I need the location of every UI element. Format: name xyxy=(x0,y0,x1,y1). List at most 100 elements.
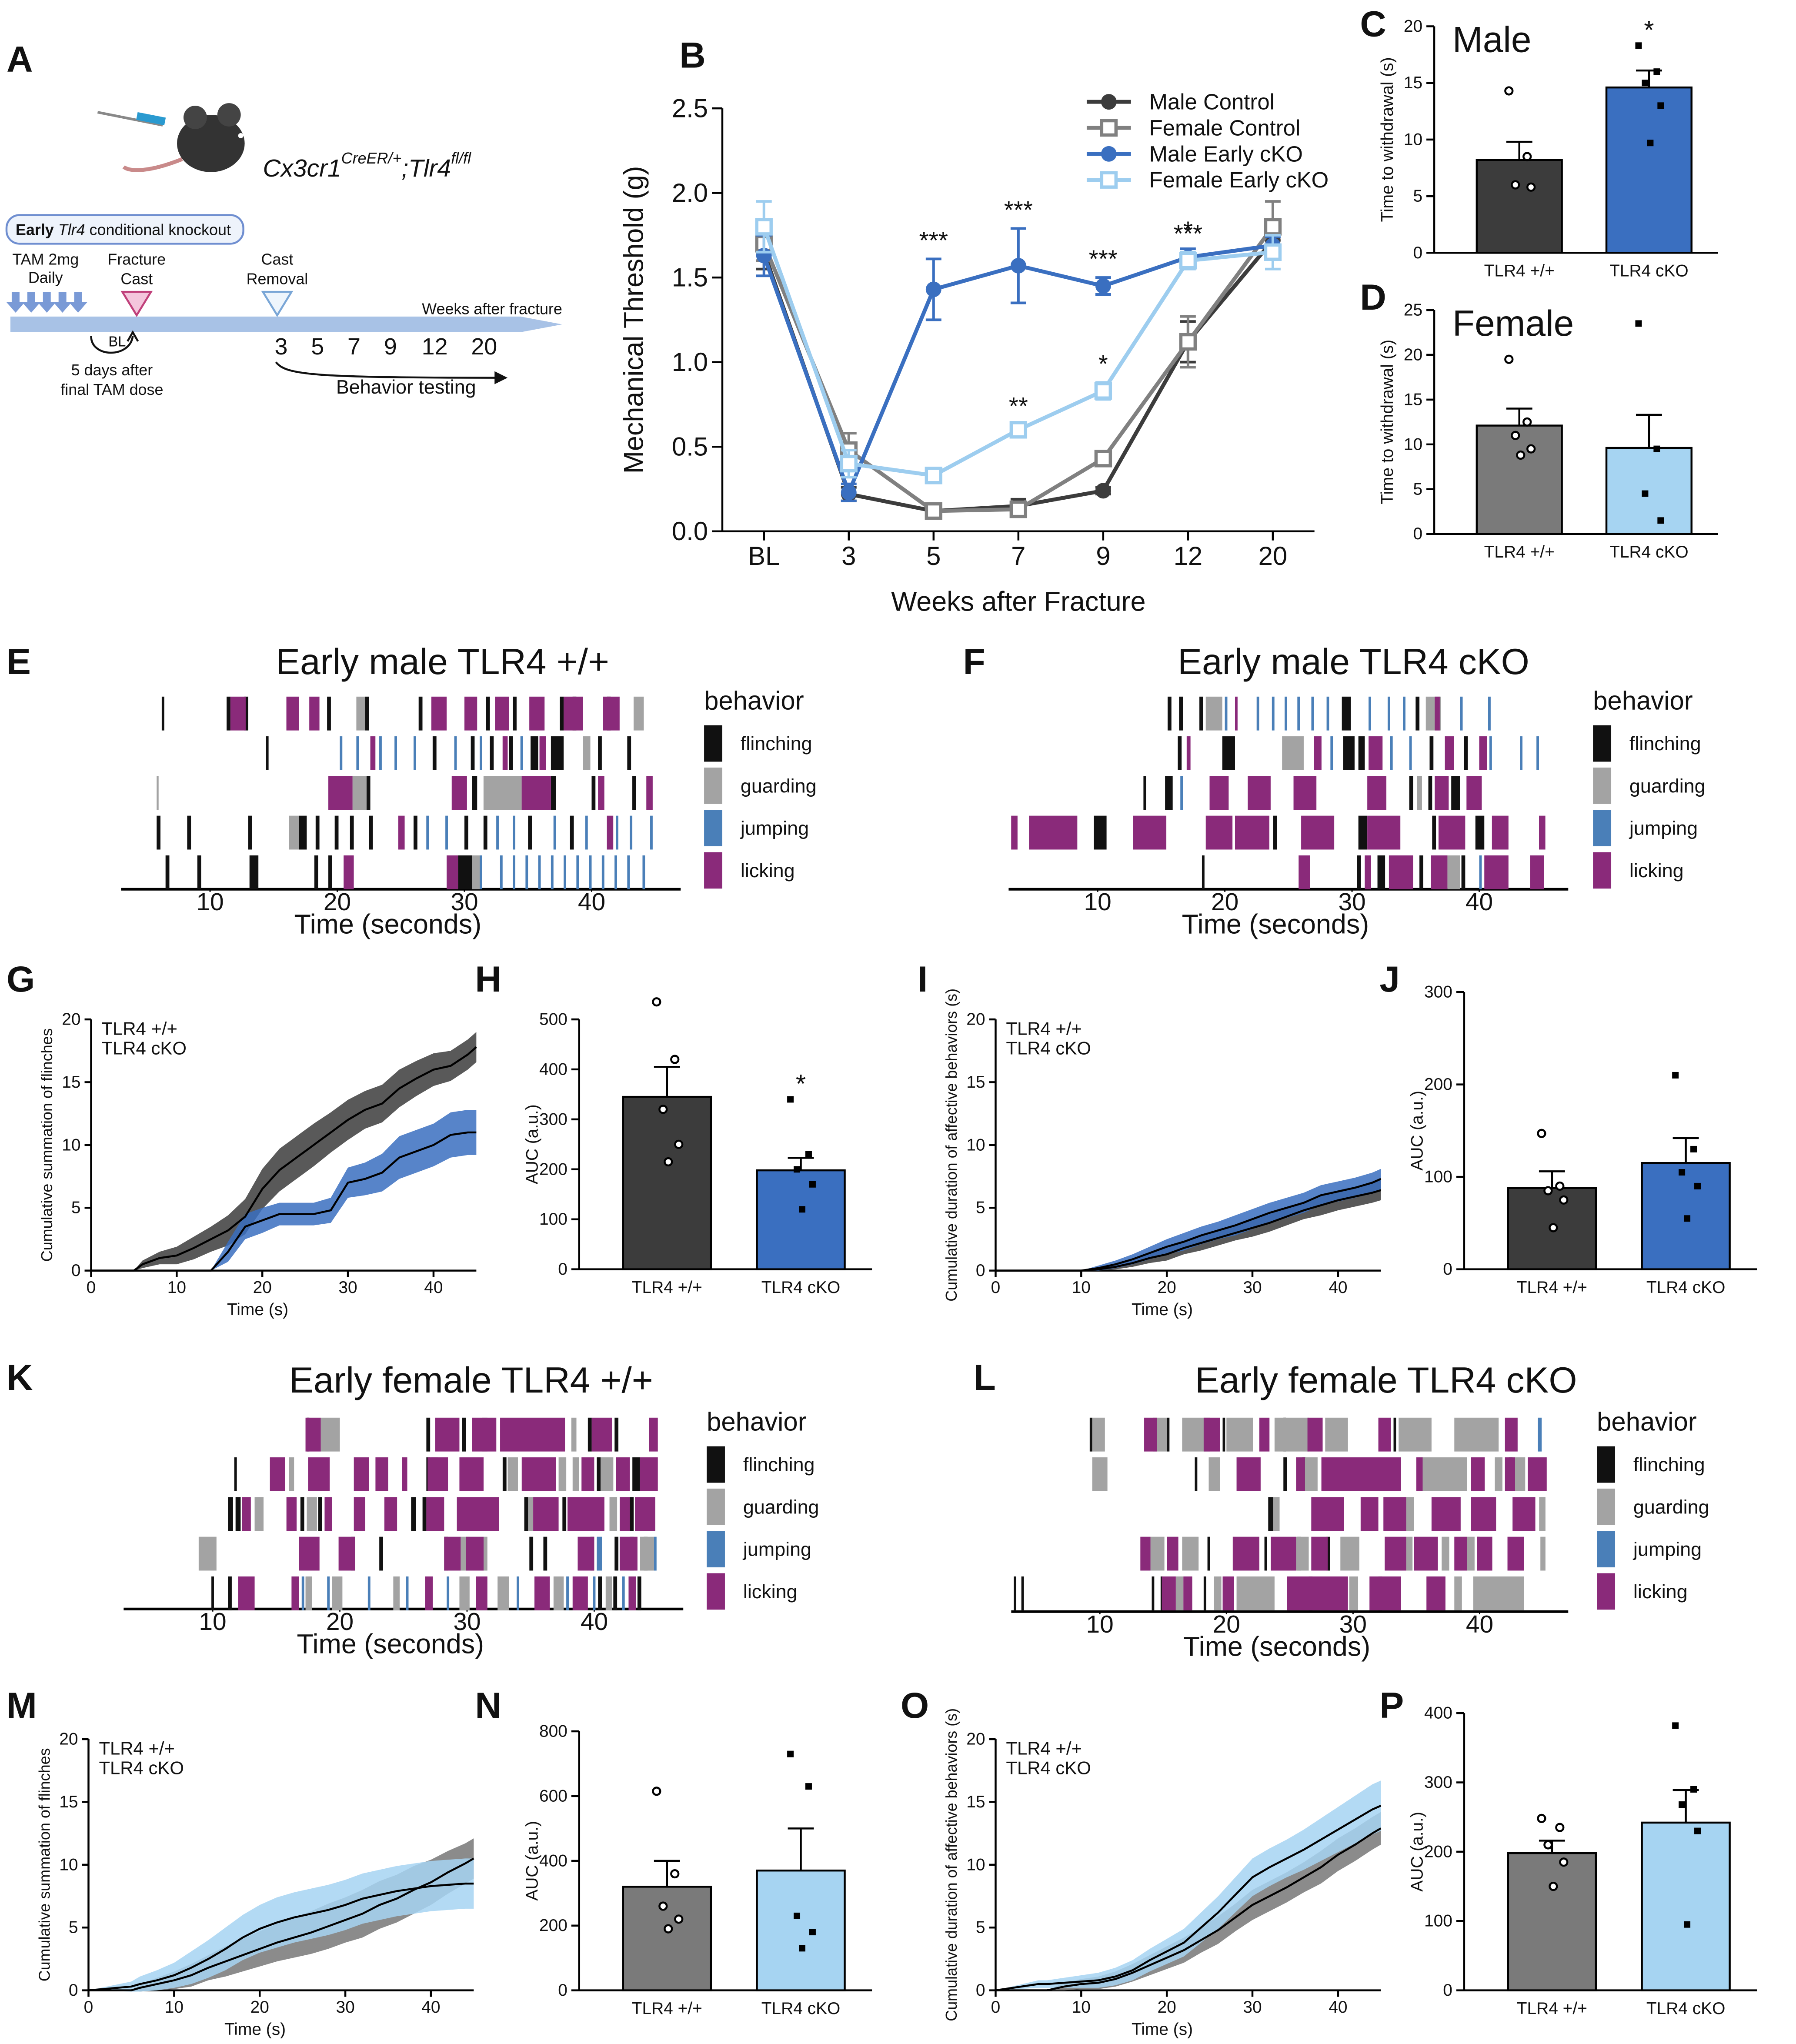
behavior-event xyxy=(1471,1497,1496,1531)
behavior-event xyxy=(244,696,248,731)
behavior-event xyxy=(529,696,545,731)
point xyxy=(805,1783,812,1790)
behavior-event xyxy=(1274,1417,1309,1452)
panel-label: H xyxy=(475,959,501,999)
y-tick-label: 400 xyxy=(539,1851,568,1870)
week-label: 5 xyxy=(311,334,324,360)
behavior-event xyxy=(248,815,252,850)
behavior-event xyxy=(560,696,564,731)
point xyxy=(658,1105,668,1114)
behavior-event xyxy=(521,1457,556,1491)
behavior-event xyxy=(1431,855,1448,889)
behavior-event xyxy=(425,1576,433,1610)
cast-removal-label: Cast xyxy=(261,250,294,268)
bl-label: BL xyxy=(108,333,126,349)
behavior-event xyxy=(270,1457,285,1491)
y-tick-label: 100 xyxy=(1424,1168,1452,1186)
behavior-event xyxy=(1180,776,1183,810)
y-tick-label: 0 xyxy=(558,1260,568,1279)
mouse-body xyxy=(177,115,245,172)
point xyxy=(799,1945,805,1952)
fracture-marker xyxy=(120,291,153,317)
legend-label: jumping xyxy=(1629,817,1698,839)
significance: *** xyxy=(1174,220,1202,247)
y-tick-label: 20 xyxy=(62,1010,80,1029)
legend-label: Female Control xyxy=(1149,115,1301,140)
y-axis-label: Time to withdrawal (s) xyxy=(1378,340,1397,504)
mouse-tail xyxy=(122,157,183,172)
x-axis-label: Time (s) xyxy=(1132,2020,1193,2039)
behavior-event xyxy=(165,855,170,889)
mean-line xyxy=(88,1882,474,1991)
point xyxy=(674,1914,684,1924)
y-tick-label: 0 xyxy=(71,1261,81,1280)
behavior-event xyxy=(1473,1576,1524,1610)
y-tick-label: 15 xyxy=(1404,390,1422,409)
point xyxy=(664,1924,673,1934)
syringe xyxy=(97,111,163,127)
behavior-event xyxy=(394,736,397,770)
tam-label: TAM 2mg xyxy=(12,250,79,268)
x-tick-label: TLR4 +/+ xyxy=(1517,1999,1587,2018)
point xyxy=(1647,140,1654,147)
behavior-event xyxy=(507,1457,518,1491)
behavior-event xyxy=(356,736,359,770)
genotype-part: Cx3cr1 xyxy=(263,154,341,182)
behavior-event xyxy=(1167,696,1172,731)
behavior-event xyxy=(228,1497,233,1531)
behavior-event xyxy=(464,696,477,731)
point xyxy=(1672,1722,1679,1729)
behavior-event xyxy=(1165,776,1173,810)
delay-label: 5 days after xyxy=(71,361,153,379)
behavior-event xyxy=(197,855,201,889)
behavior-event xyxy=(1454,1576,1462,1610)
y-tick-label: 0 xyxy=(69,1981,78,2000)
behavior-event xyxy=(1150,1536,1165,1571)
bar xyxy=(1507,1852,1597,1991)
behavior-event xyxy=(1321,1457,1401,1491)
behavior-event xyxy=(344,855,354,889)
behavior-event xyxy=(476,1576,487,1610)
behavior-event xyxy=(1538,1417,1542,1452)
point xyxy=(1511,431,1520,440)
behavior-event xyxy=(1271,1536,1296,1571)
y-tick-label: 2.0 xyxy=(672,178,708,207)
chart-title: Early male TLR4 cKO xyxy=(1178,641,1529,682)
behavior-event xyxy=(365,696,369,731)
y-tick-label: 300 xyxy=(1424,1773,1452,1792)
panel-a-diagram: Cx3cr1CreER/+;Tlr4fl/fl Early Tlr4 condi… xyxy=(5,103,562,398)
behavior-event xyxy=(640,1457,658,1491)
x-axis-label: Time (seconds) xyxy=(297,1629,484,1660)
bar xyxy=(1605,86,1693,254)
y-tick-label: 0 xyxy=(976,1261,985,1280)
behavior-event xyxy=(300,1497,304,1531)
x-tick-label: TLR4 cKO xyxy=(1609,262,1689,281)
legend-swatch xyxy=(707,1573,725,1610)
behavior-event xyxy=(431,696,447,731)
behavior-event xyxy=(1236,1457,1261,1491)
legend-title: behavior xyxy=(1597,1407,1697,1436)
behavior-event xyxy=(480,736,482,770)
y-tick-label: 100 xyxy=(539,1210,568,1229)
point xyxy=(1095,483,1111,499)
behavior-event xyxy=(1299,855,1310,889)
behavior-event xyxy=(1377,855,1385,889)
behavior-event xyxy=(1340,1536,1359,1571)
behavior-event xyxy=(520,736,523,770)
behavior-event xyxy=(1540,1536,1546,1571)
y-tick-label: 0 xyxy=(1413,244,1422,262)
behavior-event xyxy=(1367,776,1387,810)
panel-label: J xyxy=(1379,959,1400,999)
behavior-event xyxy=(1460,696,1463,731)
point xyxy=(670,1055,680,1064)
behavior-event xyxy=(1203,1417,1220,1452)
genotype-sup: CreER/+ xyxy=(341,149,402,167)
behavior-event xyxy=(588,1417,592,1452)
y-tick-label: 0.5 xyxy=(672,432,708,461)
behavior-event xyxy=(1435,696,1440,731)
behavior-event xyxy=(422,1497,427,1531)
behavior-event xyxy=(553,1576,564,1610)
behavior-event xyxy=(572,1457,579,1491)
behavior-event xyxy=(591,776,596,810)
behavior-event xyxy=(1167,1417,1170,1452)
